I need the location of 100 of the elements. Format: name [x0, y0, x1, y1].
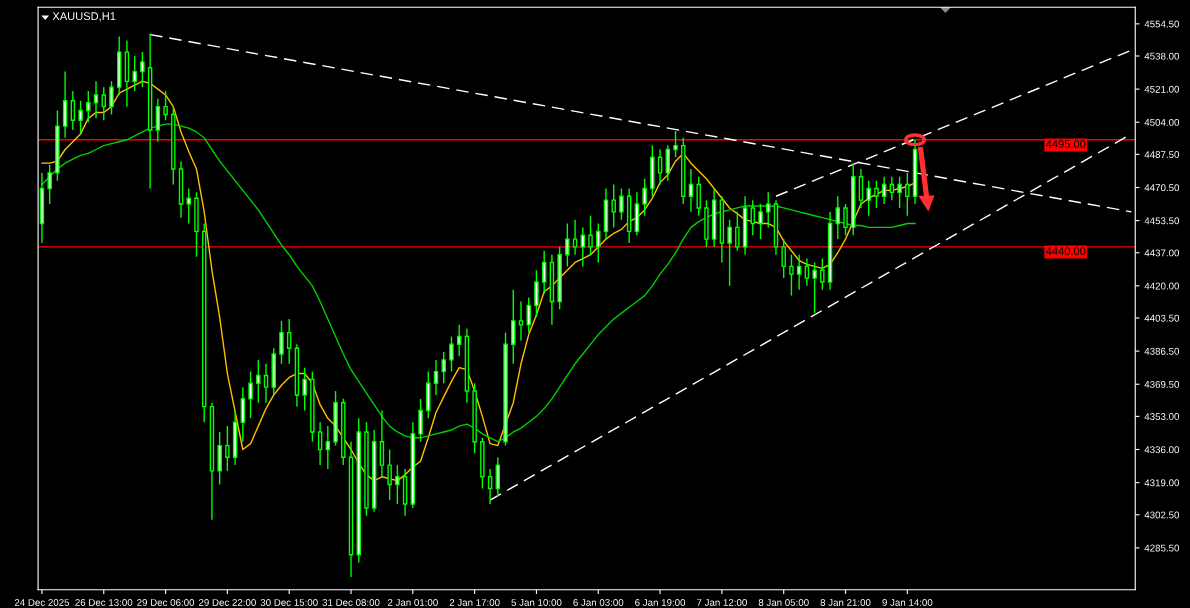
y-tick-label: 4470.50 — [1144, 184, 1180, 192]
candlestick — [302, 366, 307, 412]
candlestick — [456, 324, 462, 357]
x-tick-label: 24 Dec 2025 — [14, 599, 70, 606]
candlestick — [441, 351, 446, 384]
y-tick-label: 4353.00 — [1144, 413, 1180, 420]
candlestick — [673, 130, 678, 158]
candlestick — [86, 90, 91, 123]
candlestick — [534, 269, 539, 318]
x-tick-label: 9 Jan 14:00 — [882, 599, 933, 606]
y-tick-label: 4554.50 — [1144, 20, 1180, 28]
candlestick — [541, 250, 547, 295]
candlestick — [140, 51, 145, 88]
candlestick — [835, 195, 841, 240]
x-tick-label: 8 Jan 21:00 — [820, 599, 871, 606]
candlestick — [580, 226, 586, 268]
candlestick — [642, 178, 647, 217]
candlestick — [526, 296, 531, 334]
candlestick — [78, 100, 83, 135]
candlestick — [449, 335, 454, 373]
y-tick-label: 4504.00 — [1144, 118, 1180, 126]
candlestick — [225, 425, 230, 472]
candlestick — [256, 359, 261, 404]
candlestick — [101, 86, 106, 121]
candlestick — [905, 172, 910, 217]
candlestick — [889, 176, 895, 201]
candlestick — [858, 168, 864, 209]
x-tick-label: 7 Jan 12:00 — [696, 599, 747, 606]
candlestick — [379, 409, 385, 478]
candlestick — [572, 218, 578, 256]
y-tick-label: 4386.50 — [1144, 347, 1180, 355]
candlestick — [70, 90, 76, 131]
candlestick — [820, 257, 825, 291]
candlestick — [866, 179, 871, 217]
candlestick — [758, 203, 763, 240]
x-tick-label: 2 Jan 17:00 — [449, 599, 500, 606]
candlestick — [881, 176, 887, 205]
y-tick-label: 4487.50 — [1144, 151, 1180, 158]
candlestick — [696, 176, 701, 217]
candlestick — [395, 464, 400, 505]
y-tick-label: 4302.50 — [1144, 511, 1180, 519]
candlestick — [132, 55, 137, 92]
candlestick — [518, 300, 524, 342]
candlestick — [665, 144, 671, 182]
x-tick-label: 30 Dec 15:00 — [260, 599, 318, 606]
candlestick — [796, 254, 802, 291]
candlestick — [511, 289, 516, 365]
candlestick — [812, 261, 817, 314]
ref-line-label: 4495.00 — [1045, 140, 1086, 148]
candlestick — [611, 183, 616, 229]
x-tick-label: 31 Dec 08:00 — [322, 599, 380, 606]
candlestick — [109, 80, 114, 116]
candlestick — [317, 421, 323, 466]
candlestick — [433, 359, 439, 396]
candlestick — [657, 148, 663, 186]
candlestick — [619, 187, 624, 221]
candlestick — [286, 318, 292, 365]
candlestick — [186, 187, 191, 225]
y-tick-label: 4420.00 — [1144, 282, 1180, 290]
candlestick — [804, 257, 810, 287]
candlestick — [727, 218, 732, 287]
y-tick-label: 4437.00 — [1144, 249, 1180, 257]
candlestick — [735, 211, 740, 252]
x-tick-label: 2 Jan 01:00 — [387, 599, 438, 606]
candlestick — [47, 164, 52, 205]
candlestick — [418, 398, 423, 443]
y-tick-label: 4521.00 — [1144, 85, 1180, 93]
candlestick — [897, 176, 902, 209]
candlestick — [248, 370, 253, 420]
candlestick — [487, 468, 493, 505]
candlestick — [279, 320, 284, 365]
x-tick-label: 6 Jan 03:00 — [573, 599, 624, 606]
candlestick — [240, 386, 246, 443]
candlestick — [688, 168, 694, 213]
y-tick-label: 4538.00 — [1144, 52, 1180, 60]
candlestick — [843, 203, 848, 236]
candlestick — [495, 456, 501, 497]
y-tick-label: 4336.00 — [1144, 446, 1180, 454]
x-tick-label: 29 Dec 22:00 — [198, 599, 256, 606]
candlestick — [750, 199, 756, 236]
candlestick — [263, 363, 269, 404]
y-tick-label: 4453.50 — [1144, 217, 1180, 225]
candlestick — [163, 90, 168, 121]
candlestick — [789, 254, 794, 297]
line-series — [41, 123, 916, 443]
x-tick-label: 6 Jan 19:00 — [635, 599, 686, 606]
x-tick-label: 5 Jan 10:00 — [511, 599, 562, 606]
candlestick — [874, 179, 879, 209]
candlestick — [93, 80, 99, 120]
x-tick-label: 29 Dec 06:00 — [137, 599, 195, 606]
candlestick — [596, 222, 601, 264]
candlestick — [588, 215, 593, 256]
candlestick — [325, 425, 331, 470]
candlestick — [387, 448, 392, 501]
ref-line-label: 4440.00 — [1045, 247, 1086, 256]
y-tick-label: 4369.50 — [1144, 380, 1180, 388]
candlestick — [155, 98, 161, 143]
x-tick-label: 8 Jan 05:00 — [758, 599, 809, 606]
candlestick — [766, 191, 771, 229]
y-tick-label: 4319.00 — [1144, 479, 1180, 487]
